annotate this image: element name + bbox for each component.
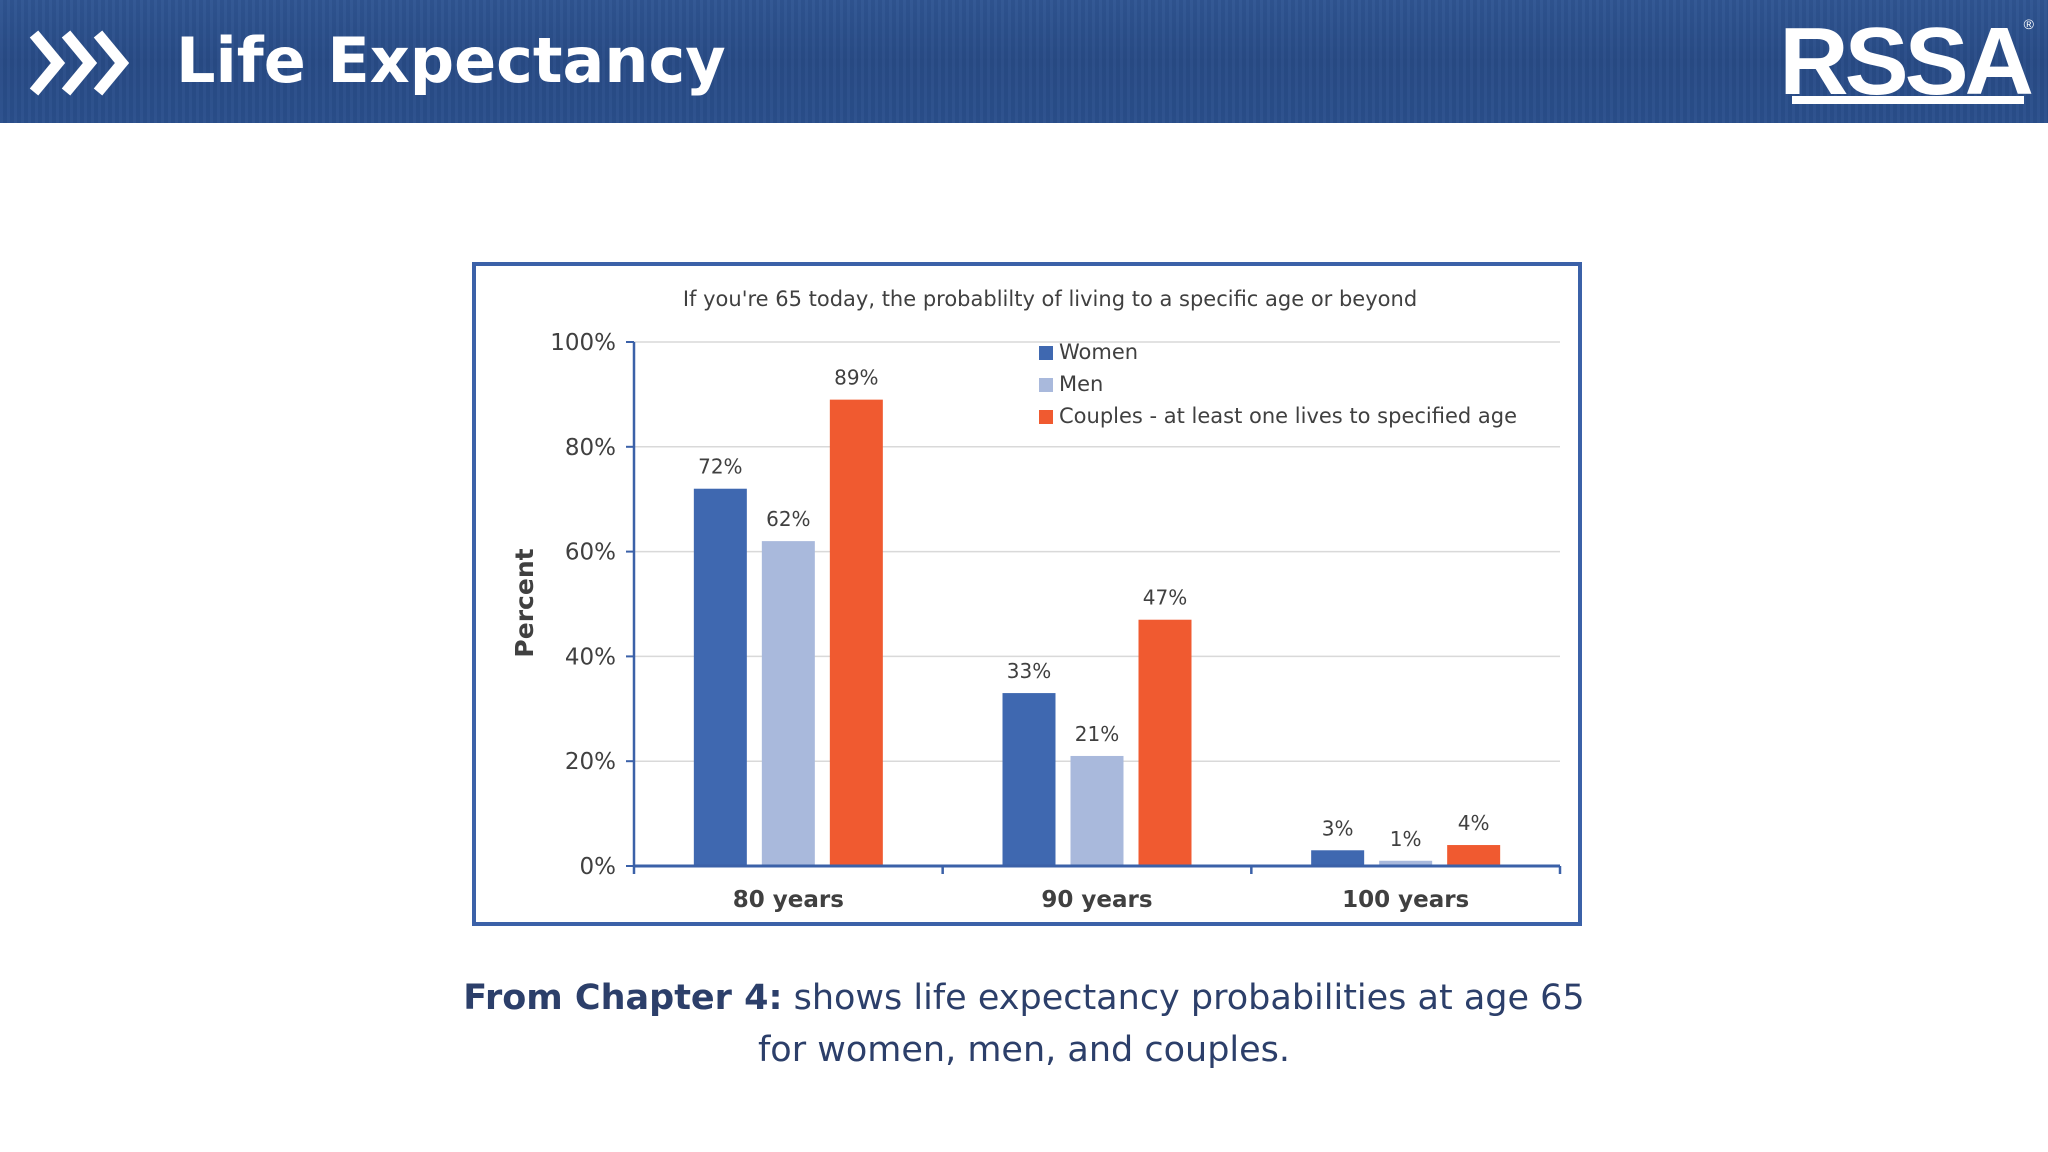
x-tick-label: 80 years [733,887,844,913]
caption-line-1: From Chapter 4: shows life expectancy pr… [0,972,2048,1024]
data-label: 21% [1075,722,1119,746]
axes: 0% 20% 40% 60% 80% 100% 80 years 90 years 100 ye… [550,330,1562,913]
y-tick-label: 100% [550,330,616,356]
caption-bold: From Chapter 4: [463,978,783,1018]
caption: From Chapter 4: shows life expectancy pr… [0,972,2048,1076]
legend-swatch [1039,346,1053,360]
page-title: Life Expectancy [176,24,726,97]
y-tick-label: 60% [565,540,616,566]
data-label: 4% [1458,811,1490,835]
y-axis-label: Percent [510,548,539,657]
y-tick-label: 80% [565,435,616,461]
logo-underline [1792,96,2024,104]
x-tick-label: 90 years [1041,887,1152,913]
legend-label: Women [1059,340,1138,364]
legend-swatch [1039,410,1053,424]
data-label: 89% [834,366,878,390]
data-label: 1% [1390,827,1422,851]
bar-women [693,488,747,866]
data-label: 3% [1322,816,1354,840]
data-label: 72% [698,455,742,479]
data-label: 33% [1007,659,1051,683]
bar-women [1311,850,1365,866]
bar-men [1379,860,1433,866]
bar-couples [1138,619,1192,866]
bar-women [1002,693,1056,866]
y-tick-label: 0% [580,854,617,880]
legend-label: Couples - at least one lives to specifie… [1059,404,1517,428]
triple-chevron-right-icon [29,30,130,96]
data-label: 47% [1143,586,1187,610]
bar-couples [1447,845,1501,866]
bar-couples [829,399,883,866]
chart-title: If you're 65 today, the probablilty of l… [683,287,1417,311]
legend-swatch [1039,378,1053,392]
rssa-logo: RSSA [1779,8,2034,115]
data-labels: 72% 62% 89% 33% 21% 47% 3% 1% 4% [698,366,1489,851]
bar-men [761,541,815,866]
bar-men [1070,755,1124,866]
legend-label: Men [1059,372,1103,396]
y-tick-label: 40% [565,644,616,670]
data-label: 62% [766,507,810,531]
caption-line-2: for women, men, and couples. [757,1030,1291,1070]
chart-frame: 72% 62% 89% 33% 21% 47% 3% 1% 4% 0% 20% 40% 60% 80% 1… [472,262,1582,926]
registered-mark: ® [2023,16,2034,32]
bars [693,399,1501,866]
caption-line-1-text: shows life expectancy probabilities at a… [782,978,1585,1018]
x-tick-label: 100 years [1342,887,1469,913]
header-banner: Life Expectancy RSSA ® [0,0,2048,123]
bar-chart: 72% 62% 89% 33% 21% 47% 3% 1% 4% 0% 20% 40% 60% 80% 1… [510,287,1562,913]
y-tick-label: 20% [565,749,616,775]
legend: Women Men Couples - at least one lives to … [1039,340,1517,428]
